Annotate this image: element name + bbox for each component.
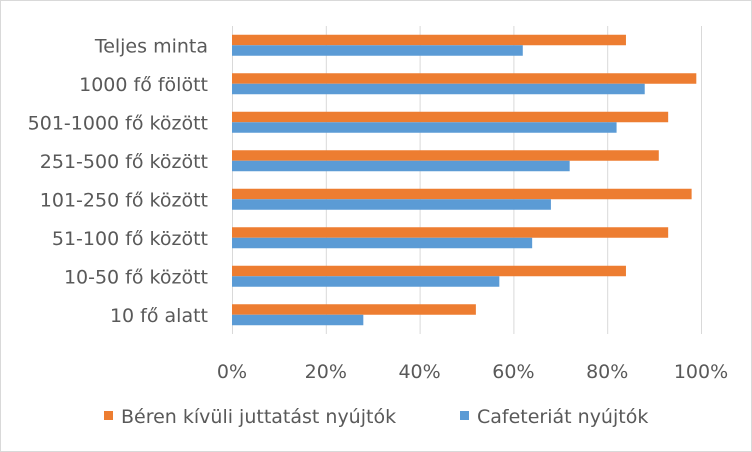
bar-cafeteria xyxy=(232,122,617,133)
category-label: 101-250 fő között xyxy=(40,189,208,211)
category-labels: Teljes minta 1000 fő fölött 501-1000 fő kö… xyxy=(28,35,208,327)
bar-beren-kivuli xyxy=(232,34,626,46)
bar-beren-kivuli xyxy=(232,265,626,277)
x-tick-label: 20% xyxy=(305,361,347,383)
bar-beren-kivuli xyxy=(232,73,697,84)
bars xyxy=(232,34,697,326)
x-tick-label: 60% xyxy=(492,361,534,383)
bar-beren-kivuli xyxy=(232,227,669,238)
legend: Béren kívüli juttatást nyújtók Cafeteriá… xyxy=(104,406,648,428)
category-label: 10 fő alatt xyxy=(110,305,208,327)
bar-beren-kivuli xyxy=(232,150,659,161)
legend-swatch-beren-kivuli xyxy=(104,411,113,420)
bar-beren-kivuli xyxy=(232,111,669,123)
category-label: 10-50 fő között xyxy=(64,266,208,288)
category-label: 251-500 fő között xyxy=(40,151,208,173)
bar-cafeteria xyxy=(232,45,523,56)
category-label: 51-100 fő között xyxy=(52,228,208,250)
x-tick-label: 80% xyxy=(586,361,628,383)
bar-cafeteria xyxy=(232,83,645,95)
category-label: 501-1000 fő között xyxy=(28,112,208,134)
x-tick-label: 0% xyxy=(217,361,247,383)
bar-cafeteria xyxy=(232,199,551,210)
category-label: Teljes minta xyxy=(94,35,208,57)
legend-label-cafeteria: Cafeteriát nyújtók xyxy=(477,406,648,428)
bar-cafeteria xyxy=(232,160,570,172)
x-tick-labels: 0% 20% 40% 60% 80% 100% xyxy=(217,361,728,383)
legend-label-beren-kivuli: Béren kívüli juttatást nyújtók xyxy=(121,406,396,428)
x-tick-label: 40% xyxy=(398,361,440,383)
gridlines xyxy=(232,26,702,334)
bar-beren-kivuli xyxy=(232,304,476,315)
category-label: 1000 fő fölött xyxy=(79,74,208,96)
legend-swatch-cafeteria xyxy=(460,411,469,420)
bar-beren-kivuli xyxy=(232,188,692,200)
bar-cafeteria xyxy=(232,276,500,287)
x-tick-label: 100% xyxy=(674,361,728,383)
bar-cafeteria xyxy=(232,237,533,249)
bar-cafeteria xyxy=(232,314,364,326)
